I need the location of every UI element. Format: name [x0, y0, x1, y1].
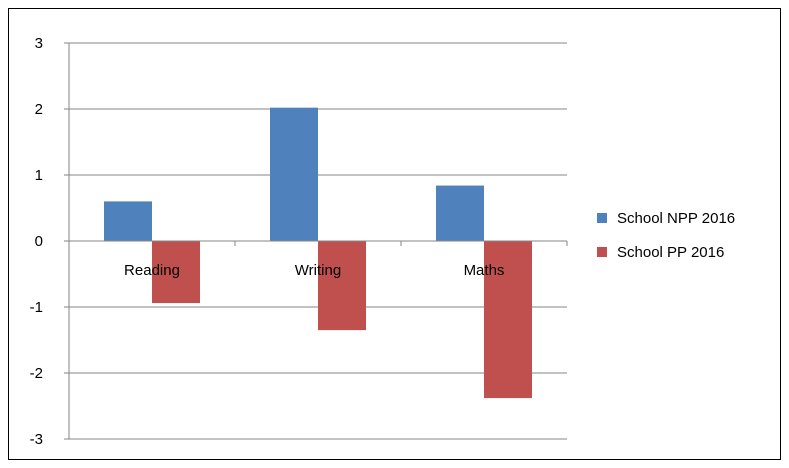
- legend-label: School PP 2016: [617, 244, 724, 261]
- bar-pp-maths: [484, 241, 532, 399]
- y-tick-label: 1: [35, 167, 43, 184]
- y-tick-label: -2: [30, 365, 43, 382]
- x-tick-label: Reading: [124, 262, 180, 279]
- bar-pp-reading: [152, 241, 200, 304]
- bar-pp-writing: [318, 241, 366, 331]
- axes: [64, 42, 568, 440]
- y-tick-label: 3: [35, 35, 43, 52]
- legend-label: School NPP 2016: [617, 210, 735, 227]
- legend: School NPP 2016 School PP 2016: [597, 210, 735, 261]
- gridlines: [69, 42, 567, 440]
- legend-swatch: [597, 247, 607, 257]
- x-tick-label: Writing: [295, 262, 341, 279]
- x-tick-label: Maths: [464, 262, 505, 279]
- y-tick-label: 2: [35, 101, 43, 118]
- bar-npp-maths: [436, 185, 484, 241]
- y-tick-label: -3: [30, 431, 43, 448]
- y-tick-label: -1: [30, 299, 43, 316]
- y-tick-label: 0: [35, 233, 43, 250]
- legend-swatch: [597, 213, 607, 223]
- bar-npp-reading: [104, 201, 152, 241]
- bar-npp-writing: [270, 107, 318, 242]
- labels: 3 2 1 0 -1 -2 -3 Reading Writing Maths: [30, 35, 505, 448]
- bars: [104, 107, 532, 399]
